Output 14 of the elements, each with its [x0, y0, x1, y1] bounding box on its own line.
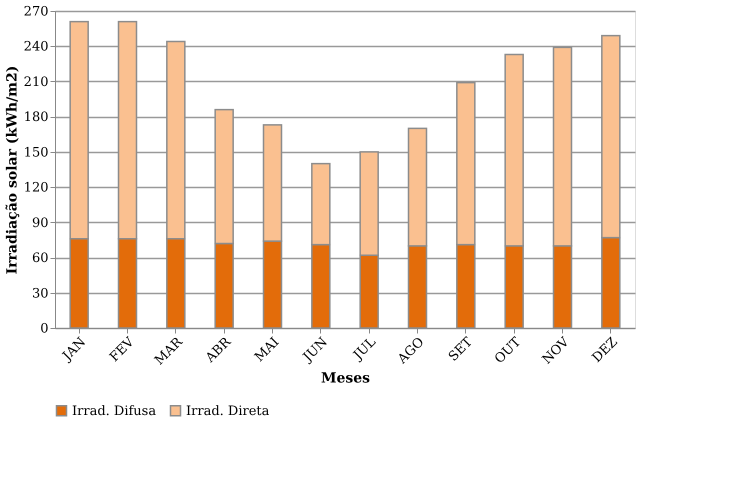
y-tick-label: 30 [32, 286, 48, 302]
legend-label: Irrad. Difusa [72, 404, 156, 419]
y-tick-label: 0 [40, 322, 48, 336]
legend-label: Irrad. Direta [186, 404, 270, 419]
y-tick-label: 270 [24, 4, 48, 20]
y-tick-label: 90 [32, 216, 48, 231]
y-tick-label: 60 [32, 251, 48, 266]
y-tick-label: 210 [24, 74, 48, 90]
y-axis-title: Irradiação solar (kWh/m2) [4, 66, 21, 274]
x-axis-title: Meses [320, 370, 370, 387]
y-tick-label: 150 [24, 145, 48, 160]
y-tick-label: 240 [24, 40, 48, 55]
y-tick-label: 120 [24, 180, 48, 196]
y-tick-label: 180 [24, 110, 48, 126]
